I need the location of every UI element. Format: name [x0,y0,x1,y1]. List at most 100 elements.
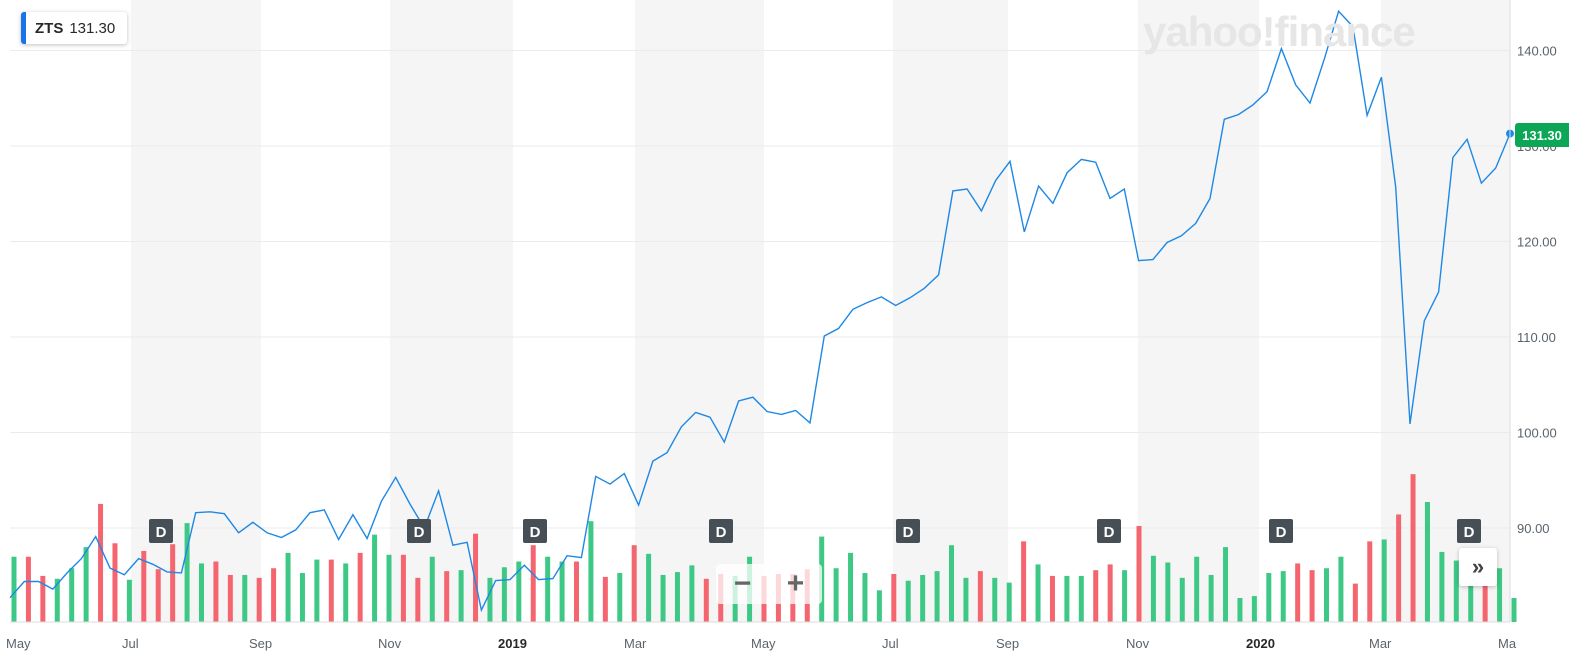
volume-bar [862,573,868,622]
x-tick-label: Jul [882,636,899,651]
volume-bar [992,577,998,622]
volume-bar [501,567,507,622]
dividend-marker-box [1097,519,1121,543]
volume-bar [1352,583,1358,622]
dividend-marker-box [896,519,920,543]
volume-bar [1497,568,1503,622]
volume-bar [848,552,854,622]
volume-bar [1122,570,1128,622]
volume-bar [184,523,190,622]
volume-bar [934,571,940,622]
volume-bar [545,556,551,622]
volume-bar [1410,474,1416,622]
zoom-in-button[interactable]: + [786,567,805,600]
volume-bar [833,568,839,622]
volume-bar [54,578,60,622]
volume-bar [415,577,421,622]
x-tick-label: Nov [378,636,402,651]
volume-bar [155,569,161,622]
zoom-out-button[interactable]: − [733,567,752,600]
y-tick-label: 120.00 [1517,235,1557,250]
x-axis: May Jul Sep Nov 2019 Mar May Jul Sep Nov 2020 Mar Ma [6,621,1517,651]
dividend-marker-box [149,519,173,543]
volume-bar [1165,562,1171,622]
dividend-marker[interactable]: D [523,519,547,543]
dividend-marker[interactable]: D [149,519,173,543]
volume-bar [977,571,983,622]
volume-bar [1295,563,1301,622]
volume-bar [1324,568,1329,622]
volume-bar [328,559,334,622]
volume-bar [256,577,262,622]
volume-bar [631,545,637,622]
volume-bar [285,552,291,622]
dividend-marker-label: D [414,524,425,541]
dividend-marker[interactable]: D [1269,519,1293,543]
volume-bar [1396,514,1402,622]
volume-bar [372,534,378,622]
volume-bar [1136,526,1142,622]
x-tick-label: Mar [1369,636,1392,651]
y-tick-label: 110.00 [1517,330,1556,345]
price-line [9,9,1511,613]
volume-bar [458,570,464,622]
dividend-marker-box [523,519,547,543]
dividend-marker-label: D [1464,524,1475,541]
volume-bar [1064,575,1070,622]
volume-bar [242,574,248,622]
volume-bar [905,580,911,622]
volume-bar [646,553,652,622]
volume-bar [1021,541,1027,622]
volume-bar [170,544,176,622]
ticker-legend[interactable]: ZTS 131.30 [21,12,128,44]
volume-bar [83,547,89,622]
volume-bar [112,543,118,622]
dividend-marker-box [1457,519,1481,543]
dividend-marker[interactable]: D [709,519,733,543]
volume-bar [516,561,522,622]
dividend-marker-label: D [156,524,167,541]
volume-bar [25,556,31,622]
volume-bars [11,474,1517,622]
month-band [635,0,764,622]
volume-bar [1280,571,1286,622]
volume-bar [920,574,926,622]
x-tick-label: 2019 [498,636,527,651]
dividend-marker-label: D [1276,524,1287,541]
volume-bar [1424,502,1430,622]
volume-bar [1194,556,1200,622]
volume-bar [1251,596,1257,622]
volume-bar [487,577,493,622]
volume-bar [1511,598,1517,622]
volume-bar [1338,556,1344,622]
x-tick-label: Sep [249,636,272,651]
volume-bar [199,563,204,622]
volume-bar [1179,577,1185,622]
volume-bar [617,573,623,622]
volume-bar [574,561,579,622]
dividend-marker[interactable]: D [407,519,431,543]
dividend-marker-box [1269,519,1293,543]
volume-bar [98,503,104,622]
x-tick-label: Mar [624,636,647,651]
volume-bar [1107,564,1113,622]
volume-bar [400,554,406,622]
dividend-marker-box [407,519,431,543]
dividend-marker[interactable]: D [1457,519,1481,543]
dividend-marker[interactable]: D [896,519,920,543]
volume-bar [1093,570,1099,622]
x-tick-label: 2020 [1246,636,1275,651]
volume-bar [1223,547,1229,622]
volume-bar [1237,598,1243,622]
volume-bar [141,550,147,622]
dividend-marker[interactable]: D [1097,519,1121,543]
volume-bar [660,574,666,622]
scroll-right-button[interactable]: » [1459,548,1497,586]
month-band [893,0,1008,622]
dividend-marker-label: D [716,524,727,541]
volume-bar [429,556,435,622]
volume-bar [1309,570,1315,622]
volume-bar [343,563,349,622]
volume-bar [876,590,882,622]
